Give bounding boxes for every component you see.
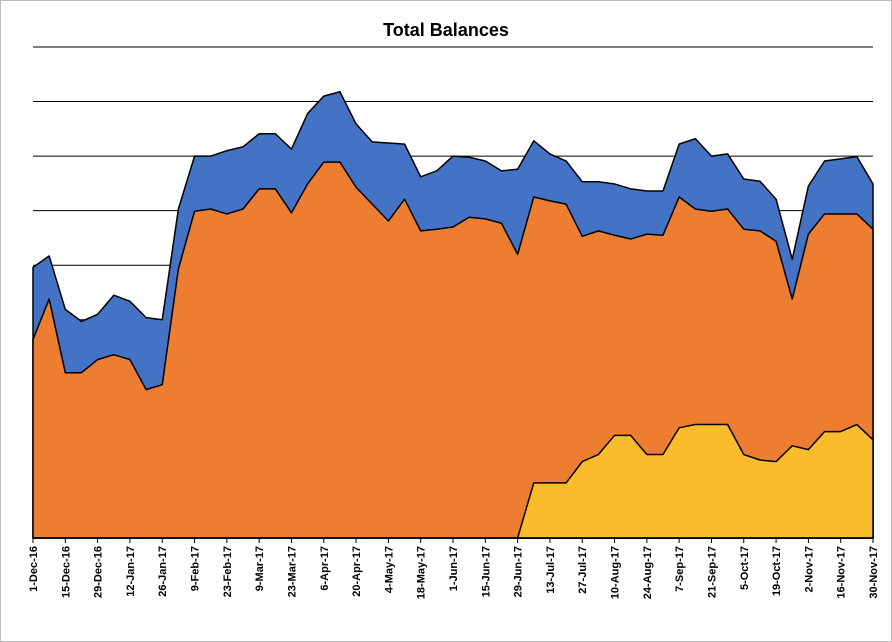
- x-tick-label: 13-Jul-17: [545, 546, 557, 594]
- x-tick-label: 4-May-17: [383, 546, 395, 593]
- x-tick-label: 24-Aug-17: [642, 546, 654, 599]
- x-tick-label: 1-Jun-17: [448, 546, 460, 591]
- x-tick-label: 5-Oct-17: [739, 546, 751, 590]
- chart-title: Total Balances: [383, 20, 509, 40]
- x-tick-label: 16-Nov-17: [836, 546, 848, 599]
- x-tick-label: 15-Dec-16: [60, 546, 72, 598]
- x-tick-label: 20-Apr-17: [351, 546, 363, 597]
- x-tick-label: 10-Aug-17: [610, 546, 622, 599]
- area: [516, 423, 874, 539]
- x-tick-label: 21-Sep-17: [706, 546, 718, 598]
- x-tick-label: 6-Apr-17: [319, 546, 331, 591]
- x-tick-label: 15-Jun-17: [480, 546, 492, 597]
- x-tick-label: 7-Sep-17: [674, 546, 686, 592]
- x-tick-label: 29-Jun-17: [513, 546, 525, 597]
- x-tick-label: 27-Jul-17: [577, 546, 589, 594]
- x-tick-label: 19-Oct-17: [771, 546, 783, 596]
- x-tick-label: 23-Mar-17: [286, 546, 298, 597]
- x-tick-label: 23-Feb-17: [222, 546, 234, 597]
- x-tick-label: 30-Nov-17: [868, 546, 880, 599]
- x-tick-label: 29-Dec-16: [93, 546, 105, 598]
- x-tick-label: 1-Dec-16: [28, 546, 40, 592]
- x-tick-label: 26-Jan-17: [157, 546, 169, 597]
- x-tick-label: 9-Mar-17: [254, 546, 266, 591]
- x-tick-label: 2-Nov-17: [803, 546, 815, 592]
- x-tick-label: 18-May-17: [416, 546, 428, 599]
- x-tick-label: 12-Jan-17: [125, 546, 137, 597]
- area: [32, 161, 874, 539]
- x-tick-label: 9-Feb-17: [190, 546, 202, 591]
